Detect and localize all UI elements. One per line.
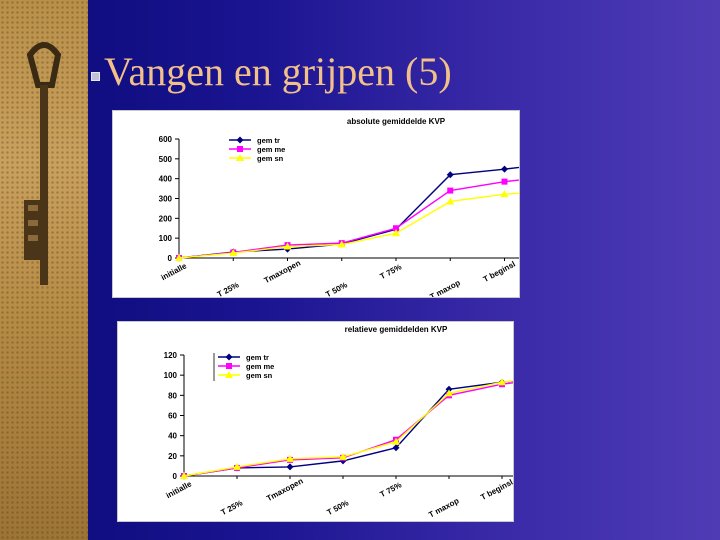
x-tick-label: initialle: [160, 261, 189, 282]
legend-marker: [236, 136, 244, 144]
y-tick-label: 20: [168, 452, 177, 461]
x-tick-label: Tmaxopen: [265, 476, 305, 503]
series-line: [183, 375, 608, 477]
legend-label: gem me: [246, 362, 274, 371]
y-tick-label: 0: [173, 472, 178, 481]
data-point: [445, 389, 453, 397]
series-line: [178, 173, 614, 259]
data-point: [446, 197, 455, 205]
legend-marker: [236, 154, 244, 161]
data-point: [447, 187, 454, 194]
x-tick-label: T beginsl: [482, 260, 517, 284]
data-point: [498, 378, 506, 386]
data-point: [229, 249, 238, 257]
series-1: [180, 371, 612, 480]
x-tick-label: T 25%: [220, 498, 245, 517]
relative-kvp-chart: relatieve gemiddelden KVP 0 20 40 60 80 100 120…: [117, 321, 618, 522]
x-tick-label: initialle: [165, 479, 194, 500]
data-point: [180, 472, 188, 479]
x-tick-label: T maxop: [427, 496, 460, 519]
y-tick-label: 40: [168, 432, 177, 441]
y-tick-label: 300: [159, 195, 173, 204]
series-1: [175, 158, 617, 262]
bullet-icon: [91, 72, 100, 81]
data-point: [392, 229, 400, 237]
x-tick-label: T beginsl: [479, 478, 513, 502]
x-tick-label: T 75%: [379, 480, 404, 499]
y-tick-label: 400: [159, 175, 173, 184]
data-point: [286, 454, 294, 462]
data-point: [283, 242, 292, 250]
data-point: [286, 463, 294, 471]
absolute-kvp-chart: absolute gemiddelde KVP 0 100 200 300 400 500 6…: [112, 110, 623, 302]
x-tick-label: T maxop: [428, 278, 461, 297]
chart-title: absolute gemiddelde KVP: [347, 117, 446, 126]
series-2: [181, 372, 611, 479]
x-tick-label: Tmaxopen: [263, 258, 303, 285]
data-point: [233, 462, 241, 470]
data-point: [446, 171, 454, 179]
x-tick-label: T 25%: [216, 280, 241, 297]
y-tick-label: 60: [168, 412, 177, 421]
legend-label: gem tr: [246, 353, 269, 362]
legend-label: gem me: [257, 145, 285, 154]
y-tick-label: 100: [164, 371, 178, 380]
chart-1-svg: absolute gemiddelde KVP 0 100 200 300 400 500 6…: [159, 117, 623, 302]
legend-label: gem tr: [257, 136, 280, 145]
data-point: [392, 444, 400, 452]
y-tick-label: 120: [164, 351, 178, 360]
chart-title: relatieve gemiddelden KVP: [345, 325, 448, 334]
x-tick-label: T 50%: [326, 498, 351, 517]
legend-label: gem sn: [246, 371, 273, 380]
legend-marker: [237, 146, 243, 152]
y-tick-label: 500: [159, 155, 173, 164]
series-2: [176, 170, 616, 261]
data-point: [501, 178, 508, 185]
x-tick-label: T 50%: [324, 280, 349, 297]
data-point: [500, 190, 509, 198]
legend-marker: [225, 371, 233, 378]
data-point: [501, 165, 508, 173]
y-tick-label: 600: [159, 135, 173, 144]
series-3: [180, 372, 612, 479]
data-point: [445, 385, 453, 393]
series-line: [178, 188, 614, 259]
key-image: [24, 42, 62, 285]
y-tick-label: 100: [159, 234, 173, 243]
data-point: [392, 437, 400, 445]
y-tick-label: 0: [168, 254, 173, 263]
legend-marker: [226, 363, 232, 369]
y-tick-label: 200: [159, 214, 173, 223]
data-point: [175, 254, 183, 261]
slide-title: Vangen en grijpen (5): [104, 49, 452, 94]
chart-2-svg: relatieve gemiddelden KVP 0 20 40 60 80 100 120…: [164, 325, 618, 520]
data-point: [337, 240, 346, 248]
data-point: [393, 225, 399, 232]
y-tick-label: 80: [168, 391, 177, 400]
legend-marker: [225, 353, 233, 361]
data-point: [339, 452, 347, 460]
x-tick-label: T 75%: [379, 262, 404, 281]
series-3: [175, 185, 617, 261]
legend-label: gem sn: [257, 154, 284, 163]
